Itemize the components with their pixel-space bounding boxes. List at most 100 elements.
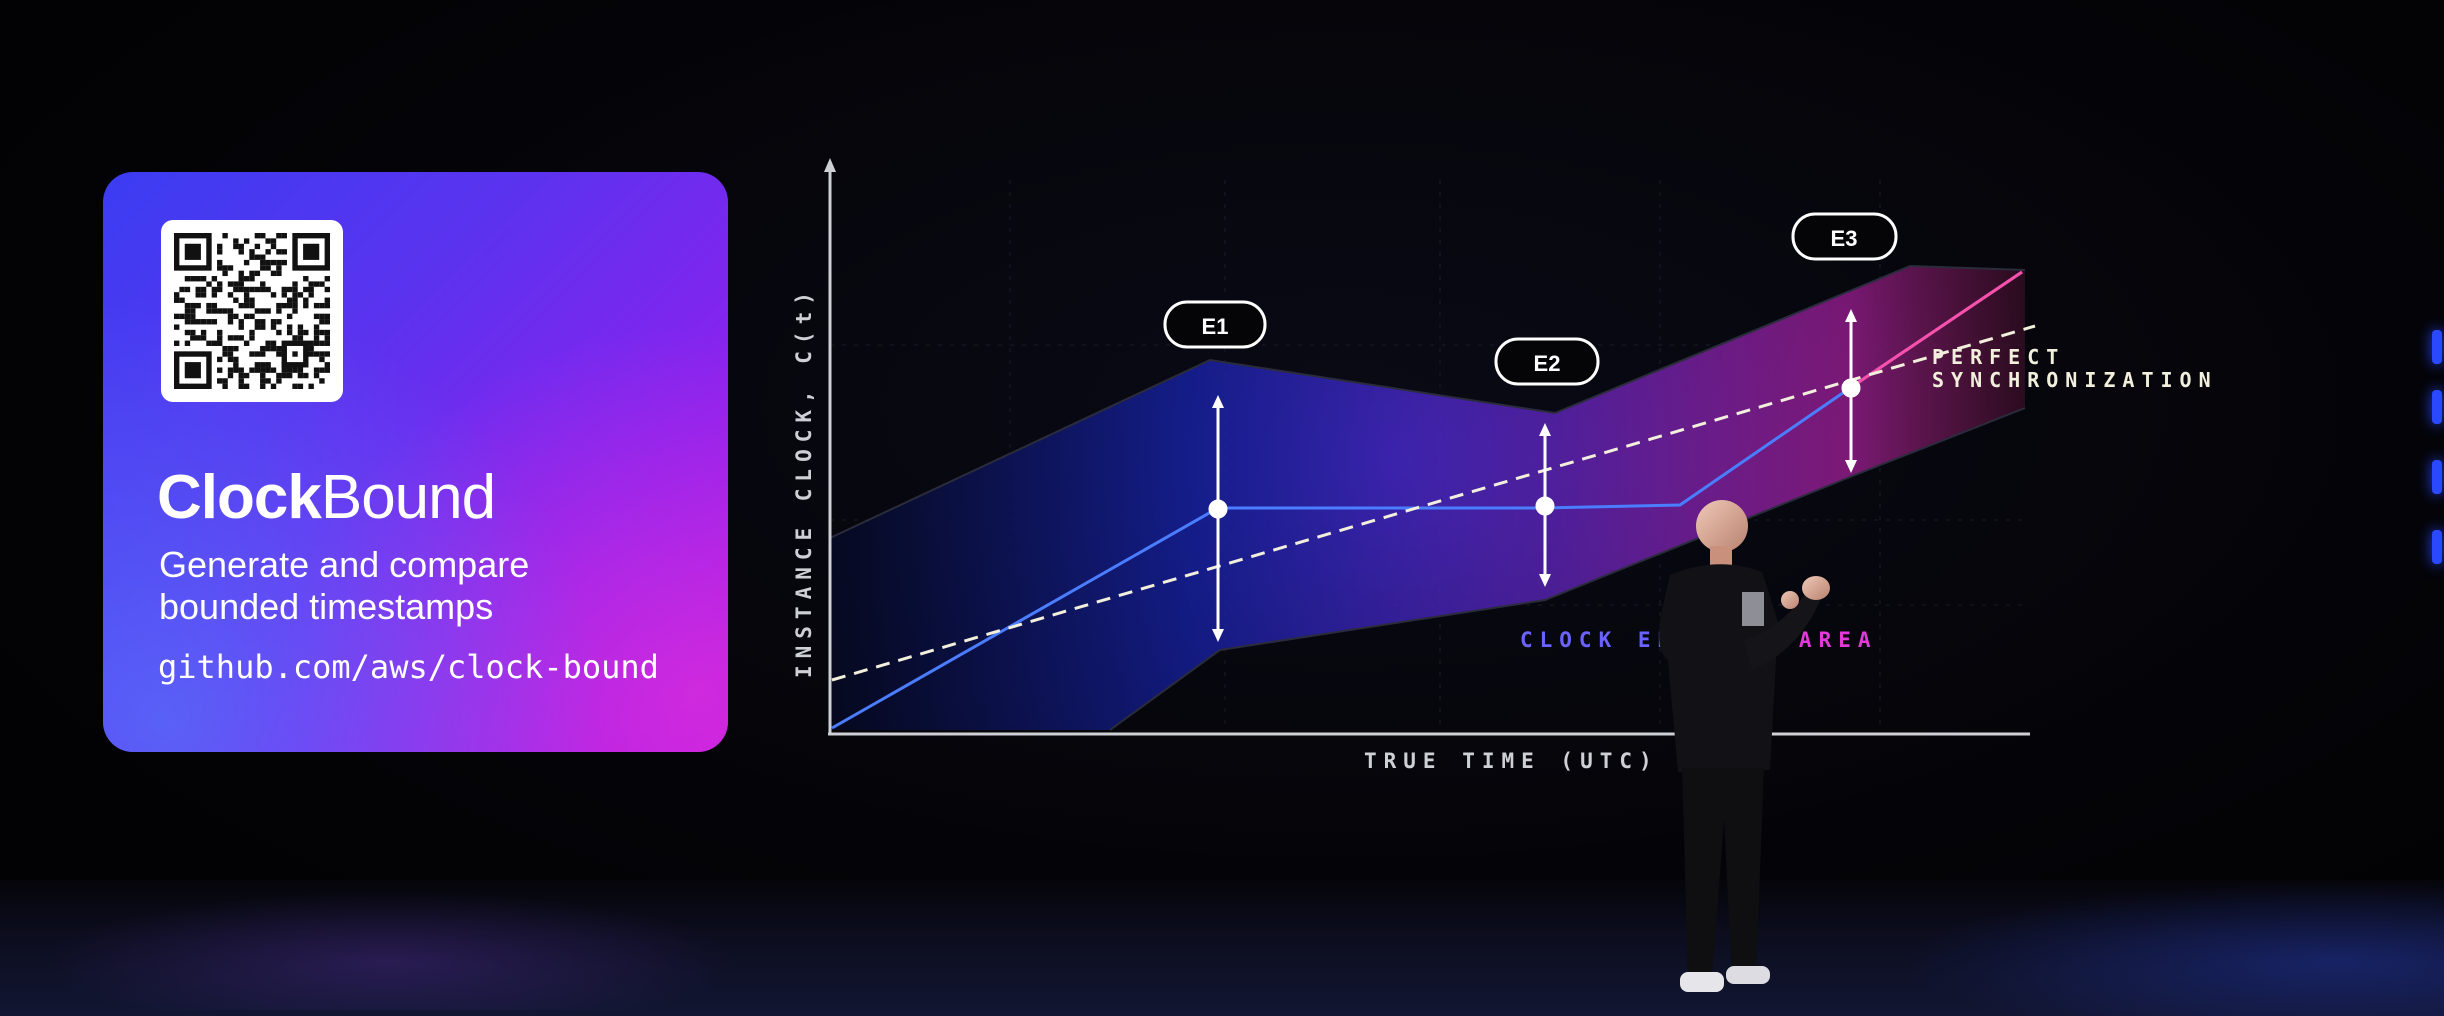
card-subtitle-line: Generate and compare bbox=[159, 544, 530, 585]
qr-module bbox=[265, 340, 271, 346]
qr-module bbox=[206, 308, 212, 314]
qr-module bbox=[286, 297, 293, 303]
qr-module bbox=[286, 313, 293, 320]
qr-module bbox=[319, 378, 325, 384]
card-title-bold: Clock bbox=[157, 463, 322, 532]
qr-module bbox=[206, 302, 212, 309]
qr-module bbox=[211, 302, 218, 309]
qr-module bbox=[308, 340, 314, 346]
speaker-trousers bbox=[1682, 768, 1764, 978]
qr-module bbox=[238, 367, 244, 373]
qr-module bbox=[238, 324, 244, 330]
qr-module bbox=[243, 292, 250, 298]
qr-module bbox=[265, 345, 271, 352]
qr-module bbox=[233, 345, 239, 352]
qr-module bbox=[260, 351, 266, 357]
qr-module bbox=[211, 276, 218, 282]
qr-module bbox=[297, 383, 304, 389]
event-point bbox=[1208, 499, 1228, 519]
qr-module bbox=[319, 302, 325, 309]
qr-module bbox=[200, 329, 207, 336]
edge-light bbox=[2432, 530, 2442, 564]
qr-module bbox=[286, 286, 293, 293]
edge-light bbox=[2432, 330, 2442, 364]
lower-bound-line bbox=[1109, 407, 2026, 731]
qr-module bbox=[324, 367, 330, 373]
event-label-pill bbox=[1163, 300, 1267, 349]
qr-module bbox=[292, 302, 298, 309]
qr-module bbox=[281, 372, 287, 379]
qr-module bbox=[249, 367, 255, 373]
qr-module bbox=[276, 345, 282, 352]
qr-module bbox=[297, 324, 304, 330]
qr-module bbox=[217, 265, 223, 271]
qr-module bbox=[179, 313, 185, 320]
card-subtitle-line: bounded timestamps bbox=[159, 586, 494, 627]
speaker-shoe bbox=[1726, 966, 1770, 984]
qr-module bbox=[174, 313, 180, 320]
qr-module bbox=[265, 362, 271, 368]
qr-module bbox=[276, 308, 282, 314]
qr-module bbox=[217, 356, 223, 363]
qr-module bbox=[313, 302, 320, 309]
event-label-text: E2 bbox=[1534, 351, 1561, 376]
qr-module bbox=[276, 319, 282, 325]
qr-module bbox=[297, 367, 304, 373]
qr-module bbox=[217, 308, 223, 314]
qr-module bbox=[184, 276, 191, 282]
speaker bbox=[1659, 500, 1830, 992]
qr-module bbox=[324, 340, 330, 346]
qr-module bbox=[319, 319, 325, 325]
github-link: github.com/aws/clock-bound bbox=[158, 648, 659, 686]
qr-module bbox=[227, 319, 234, 325]
edge-light bbox=[2432, 460, 2442, 494]
qr-module bbox=[303, 372, 309, 379]
qr-module bbox=[238, 302, 244, 309]
qr-module bbox=[238, 335, 244, 341]
qr-module bbox=[184, 319, 191, 325]
qr-module bbox=[238, 378, 244, 384]
qr-module bbox=[260, 308, 266, 314]
qr-module bbox=[184, 313, 191, 320]
qr-module bbox=[217, 243, 223, 250]
qr-module bbox=[270, 367, 277, 373]
error-bar-arrow-up bbox=[1212, 395, 1224, 408]
qr-module bbox=[276, 233, 282, 239]
qr-module bbox=[292, 286, 298, 293]
qr-module bbox=[270, 324, 277, 330]
qr-module bbox=[260, 265, 266, 271]
qr-module bbox=[265, 238, 271, 244]
qr-module bbox=[249, 329, 255, 336]
speaker-neck bbox=[1710, 546, 1732, 566]
qr-module bbox=[324, 351, 330, 357]
qr-module bbox=[249, 297, 255, 303]
perfect-sync-label-line1: PERFECT bbox=[1932, 345, 2065, 369]
qr-module bbox=[260, 383, 266, 389]
speaker-hand bbox=[1802, 576, 1830, 600]
qr-module bbox=[233, 335, 239, 341]
qr-module bbox=[217, 259, 223, 266]
qr-module bbox=[260, 345, 266, 352]
qr-module bbox=[319, 340, 325, 346]
perfect-sync-line bbox=[831, 324, 2036, 682]
qr-module bbox=[281, 292, 287, 298]
error-bar-arrow-down bbox=[1539, 574, 1551, 587]
qr-module bbox=[238, 281, 244, 287]
qr-module bbox=[276, 329, 282, 336]
qr-module bbox=[270, 319, 277, 325]
event-label-e1: E1 bbox=[1163, 300, 1267, 349]
floor-glow bbox=[1900, 880, 2444, 1016]
event-label-text: E1 bbox=[1202, 314, 1229, 339]
qr-module bbox=[222, 378, 228, 384]
instance-clock-line-tail bbox=[1849, 270, 2023, 390]
qr-module bbox=[281, 249, 287, 255]
qr-module bbox=[265, 249, 271, 255]
area-label-left: CLOCK ER bbox=[1520, 628, 1677, 652]
qr-module bbox=[313, 281, 320, 287]
qr-module bbox=[200, 292, 207, 298]
qr-module bbox=[200, 335, 207, 341]
qr-module bbox=[313, 372, 320, 379]
qr-module bbox=[254, 351, 261, 357]
qr-module bbox=[217, 378, 223, 384]
perfect-sync-label-line2: SYNCHRONIZATION bbox=[1932, 368, 2218, 392]
